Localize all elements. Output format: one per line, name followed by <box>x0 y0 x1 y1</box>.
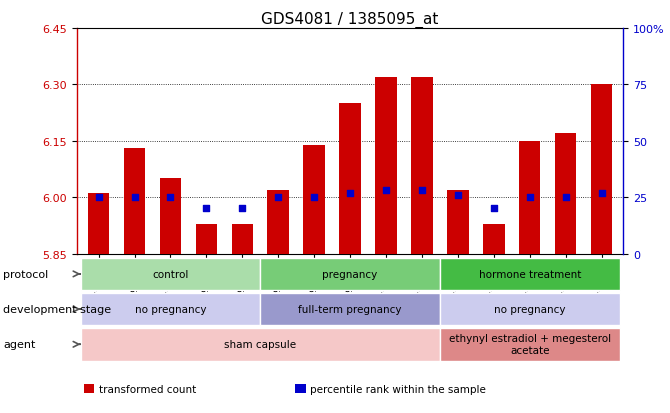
Text: protocol: protocol <box>3 269 49 279</box>
Text: sham capsule: sham capsule <box>224 339 296 349</box>
Bar <box>447 190 468 254</box>
Bar <box>483 224 505 254</box>
Title: GDS4081 / 1385095_at: GDS4081 / 1385095_at <box>261 12 439 28</box>
Point <box>237 206 248 212</box>
Bar <box>267 190 289 254</box>
Bar <box>411 78 433 254</box>
Bar <box>80 293 260 325</box>
Point <box>165 195 176 201</box>
Point <box>129 195 140 201</box>
Bar <box>124 149 145 254</box>
Bar <box>519 141 541 254</box>
Text: agent: agent <box>3 339 36 349</box>
Bar <box>88 194 109 254</box>
Bar <box>80 328 440 361</box>
Bar <box>260 258 440 290</box>
Text: no pregnancy: no pregnancy <box>494 304 565 314</box>
Point <box>596 190 607 197</box>
Point <box>381 188 391 194</box>
Text: ethynyl estradiol + megesterol
acetate: ethynyl estradiol + megesterol acetate <box>449 334 611 355</box>
Bar <box>159 179 181 254</box>
Text: no pregnancy: no pregnancy <box>135 304 206 314</box>
Text: percentile rank within the sample: percentile rank within the sample <box>310 384 486 394</box>
Bar <box>232 224 253 254</box>
Bar <box>260 293 440 325</box>
Bar <box>555 134 576 254</box>
Point <box>560 195 571 201</box>
Point <box>525 195 535 201</box>
Bar <box>375 78 397 254</box>
Point <box>201 206 212 212</box>
Point <box>344 190 355 197</box>
Bar <box>196 224 217 254</box>
Bar <box>304 145 325 254</box>
Bar <box>591 85 612 254</box>
Text: development stage: development stage <box>3 304 111 314</box>
Bar <box>440 328 620 361</box>
Point <box>488 206 499 212</box>
Bar <box>339 104 361 254</box>
Point <box>452 192 463 199</box>
Text: control: control <box>152 269 189 279</box>
Text: transformed count: transformed count <box>99 384 196 394</box>
Bar <box>440 258 620 290</box>
Point <box>417 188 427 194</box>
Text: hormone treatment: hormone treatment <box>478 269 581 279</box>
Bar <box>80 258 260 290</box>
Point <box>93 195 104 201</box>
Text: pregnancy: pregnancy <box>322 269 378 279</box>
Point <box>273 195 283 201</box>
Bar <box>440 293 620 325</box>
Point <box>309 195 320 201</box>
Text: full-term pregnancy: full-term pregnancy <box>298 304 402 314</box>
